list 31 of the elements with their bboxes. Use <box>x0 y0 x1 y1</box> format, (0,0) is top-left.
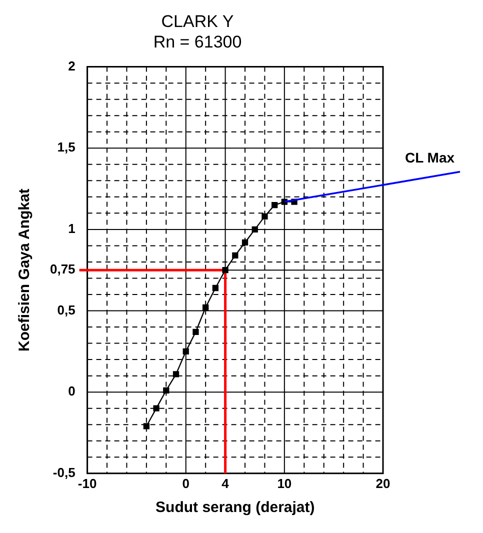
point <box>143 423 150 430</box>
point <box>192 328 199 335</box>
point <box>242 239 248 246</box>
annotation: CL Max <box>405 150 455 166</box>
chart-title: CLARK Y <box>161 12 234 31</box>
point <box>222 267 228 274</box>
point <box>163 387 170 394</box>
x-tick-label: 10 <box>277 476 292 491</box>
x-tick-label: 20 <box>376 476 390 491</box>
y-tick-label: 1,5 <box>57 140 76 155</box>
y-tick-label: -0,5 <box>52 464 76 480</box>
chart-subtitle: Rn = 61300 <box>153 32 242 52</box>
x-tick-label: 4 <box>222 476 230 491</box>
point <box>232 252 238 259</box>
x-tick-label: 0 <box>182 476 190 491</box>
y-axis-title: Koefisien Gaya Angkat <box>16 188 34 352</box>
point <box>212 284 219 292</box>
y-tick-label: 2 <box>68 58 76 74</box>
point <box>172 371 180 378</box>
y-tick-label: 1 <box>68 221 76 236</box>
point <box>182 348 189 354</box>
x-axis-title: Sudut serang (derajat) <box>156 499 315 516</box>
point <box>202 304 209 311</box>
point <box>272 202 278 208</box>
point <box>252 226 258 233</box>
y-tick-label: 0,75 <box>50 262 76 277</box>
x-tick-label: -10 <box>78 476 97 491</box>
y-tick-label: 0 <box>68 384 76 399</box>
y-tick-label: 0,5 <box>57 302 76 318</box>
point <box>153 405 160 412</box>
point <box>262 213 268 220</box>
